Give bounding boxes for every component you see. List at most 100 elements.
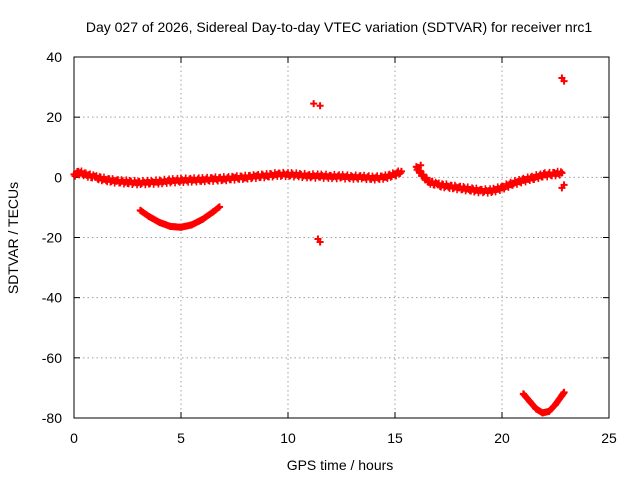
data-point [136, 206, 144, 214]
data-point [241, 173, 249, 181]
grid-lines [74, 57, 609, 418]
data-point [273, 171, 281, 179]
trail-marker [387, 173, 395, 181]
series-arc-dip-1 [136, 203, 224, 231]
data-point [425, 178, 433, 186]
data-point [348, 173, 356, 181]
data-point [83, 171, 91, 179]
data-point [519, 390, 527, 398]
data-point [316, 102, 324, 110]
y-tick-label: 0 [54, 169, 62, 185]
data-point [216, 203, 224, 211]
data-point [305, 172, 313, 180]
data-point [498, 184, 506, 192]
data-point [560, 388, 568, 396]
trail-marker [557, 168, 565, 176]
data-point [145, 178, 153, 186]
data-point [284, 170, 292, 178]
data-point [316, 172, 324, 180]
x-tick-label: 20 [494, 430, 510, 446]
data-point [177, 176, 185, 184]
data-point [445, 182, 452, 190]
data-point [558, 169, 566, 177]
y-tick-label: -40 [42, 290, 62, 306]
data-point [166, 177, 174, 185]
data-point [397, 167, 405, 175]
data-point [102, 176, 110, 184]
data-point [209, 208, 217, 216]
chart-title: Day 027 of 2026, Sidereal Day-to-day VTE… [86, 19, 592, 35]
x-tick-label: 15 [387, 430, 403, 446]
data-point [412, 163, 420, 171]
data-point [156, 218, 164, 226]
y-tick-label: 40 [46, 49, 62, 65]
data-point [487, 187, 495, 195]
data-point [466, 185, 474, 193]
data-point [530, 173, 538, 181]
data-point [124, 178, 131, 186]
data-point [198, 176, 206, 184]
y-tick-label: -80 [42, 410, 62, 426]
data-point [188, 221, 196, 229]
series-main-band [70, 167, 405, 189]
data-points [70, 74, 568, 417]
data-point [545, 407, 553, 415]
data-point [166, 222, 174, 230]
data-point [380, 173, 388, 181]
data-point [263, 172, 271, 180]
axis-ticks: 0 5 10 15 20 25 -80 -60 -40 -20 0 20 40 [42, 49, 617, 446]
x-tick-label: 10 [280, 430, 296, 446]
data-point [134, 179, 142, 187]
data-point [558, 184, 566, 192]
data-point [370, 174, 378, 182]
data-point [177, 223, 185, 231]
data-point [145, 212, 153, 220]
series-arc-dip-2 [519, 388, 568, 417]
data-point [310, 100, 318, 108]
data-point [295, 171, 303, 179]
data-point [316, 238, 324, 246]
series-second-band [412, 163, 566, 197]
data-point [552, 400, 559, 408]
data-point [417, 161, 425, 169]
data-point [252, 172, 260, 180]
series-outliers [74, 74, 568, 246]
data-point [198, 215, 206, 223]
y-tick-label: 20 [46, 109, 62, 125]
data-point [526, 397, 534, 405]
y-tick-label: -60 [42, 350, 62, 366]
data-point [231, 174, 238, 182]
data-point [477, 187, 485, 195]
data-point [539, 409, 547, 417]
data-point [455, 184, 463, 192]
data-point [558, 74, 566, 82]
x-axis-label: GPS time / hours [287, 457, 394, 473]
data-point [327, 172, 335, 180]
data-point [209, 175, 217, 183]
data-point [220, 175, 228, 183]
data-point [188, 176, 196, 184]
trail-marker [526, 177, 534, 185]
y-axis-label: SDTVAR / TECUs [5, 182, 21, 294]
x-tick-label: 5 [177, 430, 185, 446]
data-point [434, 181, 442, 189]
trail-marker [423, 174, 431, 182]
data-point [359, 173, 367, 181]
data-point [91, 173, 99, 181]
data-point [519, 176, 527, 184]
data-point [74, 167, 82, 175]
data-point [156, 178, 164, 186]
data-point [338, 173, 345, 181]
data-point [419, 172, 427, 180]
x-tick-label: 0 [70, 430, 78, 446]
data-point [509, 179, 517, 187]
data-point [70, 170, 78, 178]
data-point [391, 170, 399, 178]
data-point [532, 405, 540, 413]
data-point [113, 177, 121, 185]
y-tick-label: -20 [42, 230, 62, 246]
data-point [552, 170, 559, 178]
x-tick-label: 25 [601, 430, 617, 446]
data-point [541, 171, 549, 179]
